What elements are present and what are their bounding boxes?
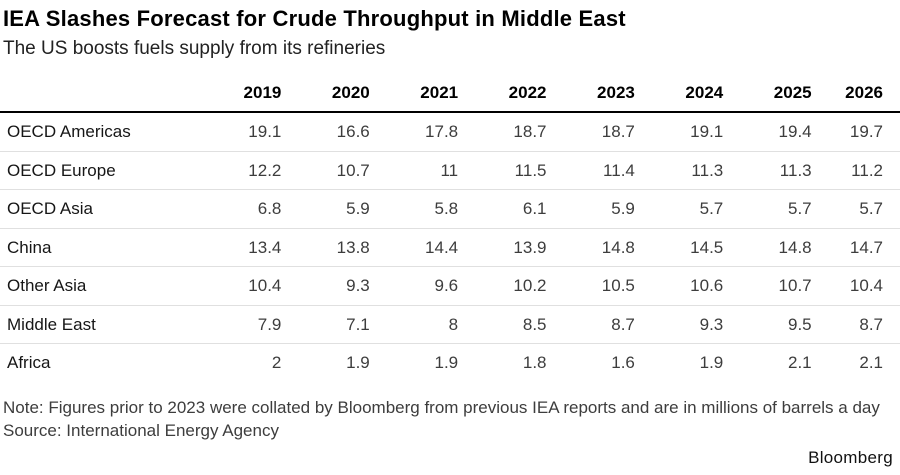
value-cell: 13.8 — [336, 237, 370, 257]
value-cell: 19.1 — [248, 122, 282, 142]
year-column-header: 2023 — [597, 83, 635, 103]
value-cell: 13.9 — [513, 237, 547, 257]
value-cell: 8.5 — [522, 314, 547, 334]
value-cell: 12.2 — [248, 160, 282, 180]
value-cell: 18.7 — [513, 122, 547, 142]
value-cell: 9.3 — [699, 314, 724, 334]
value-cell: 6.1 — [522, 199, 547, 219]
value-cell: 9.5 — [787, 314, 812, 334]
value-cell: 9.6 — [434, 276, 459, 296]
chart-subtitle: The US boosts fuels supply from its refi… — [3, 38, 386, 60]
value-cell: 11.3 — [691, 160, 724, 180]
year-column-header: 2022 — [508, 83, 547, 103]
value-cell: 11.2 — [851, 160, 883, 180]
value-cell: 1.9 — [434, 353, 459, 373]
value-cell: 5.7 — [859, 199, 883, 219]
value-cell: 10.7 — [336, 160, 370, 180]
data-table: 2019 2020 2021 2022 2023 2024 2025 2026 … — [0, 77, 900, 382]
row-label: OECD Americas — [7, 122, 131, 142]
value-cell: 5.9 — [611, 199, 635, 219]
chart-container: IEA Slashes Forecast for Crude Throughpu… — [0, 6, 900, 467]
value-cell: 7.9 — [257, 314, 282, 334]
value-cell: 14.8 — [601, 237, 635, 257]
value-cell: 19.1 — [690, 122, 724, 142]
value-cell: 1.6 — [611, 353, 635, 373]
value-cell: 11.4 — [603, 160, 635, 180]
value-cell: 7.1 — [346, 314, 370, 334]
row-label: Middle East — [7, 314, 96, 334]
value-cell: 6.8 — [257, 199, 282, 219]
source-text: Source: International Energy Agency — [3, 421, 279, 441]
value-cell: 10.4 — [248, 276, 282, 296]
value-cell: 8.7 — [859, 314, 883, 334]
value-cell: 2 — [271, 353, 282, 373]
value-cell: 1.9 — [699, 353, 724, 373]
row-label: China — [7, 237, 52, 257]
value-cell: 11.5 — [514, 160, 547, 180]
table-row: OECD Americas 19.1 16.6 17.8 18.7 18.7 1… — [0, 112, 900, 152]
year-column-header: 2026 — [845, 83, 883, 103]
table-row: Middle East 7.9 7.1 8 8.5 8.7 9.3 9.5 8.… — [0, 305, 900, 344]
row-label: Africa — [7, 353, 51, 373]
table-row: Other Asia 10.4 9.3 9.6 10.2 10.5 10.6 1… — [0, 267, 900, 306]
row-label: Other Asia — [7, 276, 87, 296]
note-text: Note: Figures prior to 2023 were collate… — [3, 398, 880, 418]
value-cell: 5.7 — [787, 199, 812, 219]
row-label: OECD Asia — [7, 199, 93, 219]
corner-header-cell — [0, 77, 193, 112]
value-cell: 8 — [448, 314, 459, 334]
value-cell: 19.4 — [778, 122, 812, 142]
year-column-header: 2024 — [685, 83, 724, 103]
value-cell: 11.3 — [779, 160, 812, 180]
table-row: OECD Europe 12.2 10.7 11 11.5 11.4 11.3 … — [0, 151, 900, 190]
value-cell: 5.9 — [346, 199, 370, 219]
chart-title: IEA Slashes Forecast for Crude Throughpu… — [3, 6, 626, 31]
row-label: OECD Europe — [7, 160, 116, 180]
value-cell: 2.1 — [859, 353, 883, 373]
bloomberg-logo: Bloomberg — [808, 448, 893, 467]
value-cell: 17.8 — [425, 122, 459, 142]
value-cell: 10.7 — [778, 276, 812, 296]
year-column-header: 2019 — [243, 83, 282, 103]
value-cell: 19.7 — [849, 122, 883, 142]
value-cell: 10.6 — [690, 276, 724, 296]
value-cell: 10.2 — [513, 276, 547, 296]
value-cell: 13.4 — [248, 237, 282, 257]
value-cell: 11 — [440, 160, 459, 180]
table-row: OECD Asia 6.8 5.9 5.8 6.1 5.9 5.7 5.7 5.… — [0, 190, 900, 229]
year-column-header: 2025 — [773, 83, 812, 103]
table-row: Africa 2 1.9 1.9 1.8 1.6 1.9 2.1 2.1 — [0, 344, 900, 382]
value-cell: 1.8 — [522, 353, 547, 373]
value-cell: 18.7 — [601, 122, 635, 142]
value-cell: 10.4 — [849, 276, 883, 296]
value-cell: 8.7 — [611, 314, 635, 334]
value-cell: 16.6 — [336, 122, 370, 142]
value-cell: 1.9 — [346, 353, 370, 373]
value-cell: 9.3 — [346, 276, 370, 296]
value-cell: 14.4 — [425, 237, 459, 257]
value-cell: 2.1 — [787, 353, 812, 373]
value-cell: 10.5 — [601, 276, 635, 296]
value-cell: 14.5 — [690, 237, 724, 257]
table-row: China 13.4 13.8 14.4 13.9 14.8 14.5 14.8… — [0, 228, 900, 267]
value-cell: 5.7 — [699, 199, 724, 219]
year-column-header: 2020 — [331, 83, 370, 103]
value-cell: 5.8 — [434, 199, 459, 219]
value-cell: 14.7 — [849, 237, 883, 257]
table-header-row: 2019 2020 2021 2022 2023 2024 2025 2026 — [0, 77, 900, 113]
year-column-header: 2021 — [420, 83, 459, 103]
value-cell: 14.8 — [778, 237, 812, 257]
